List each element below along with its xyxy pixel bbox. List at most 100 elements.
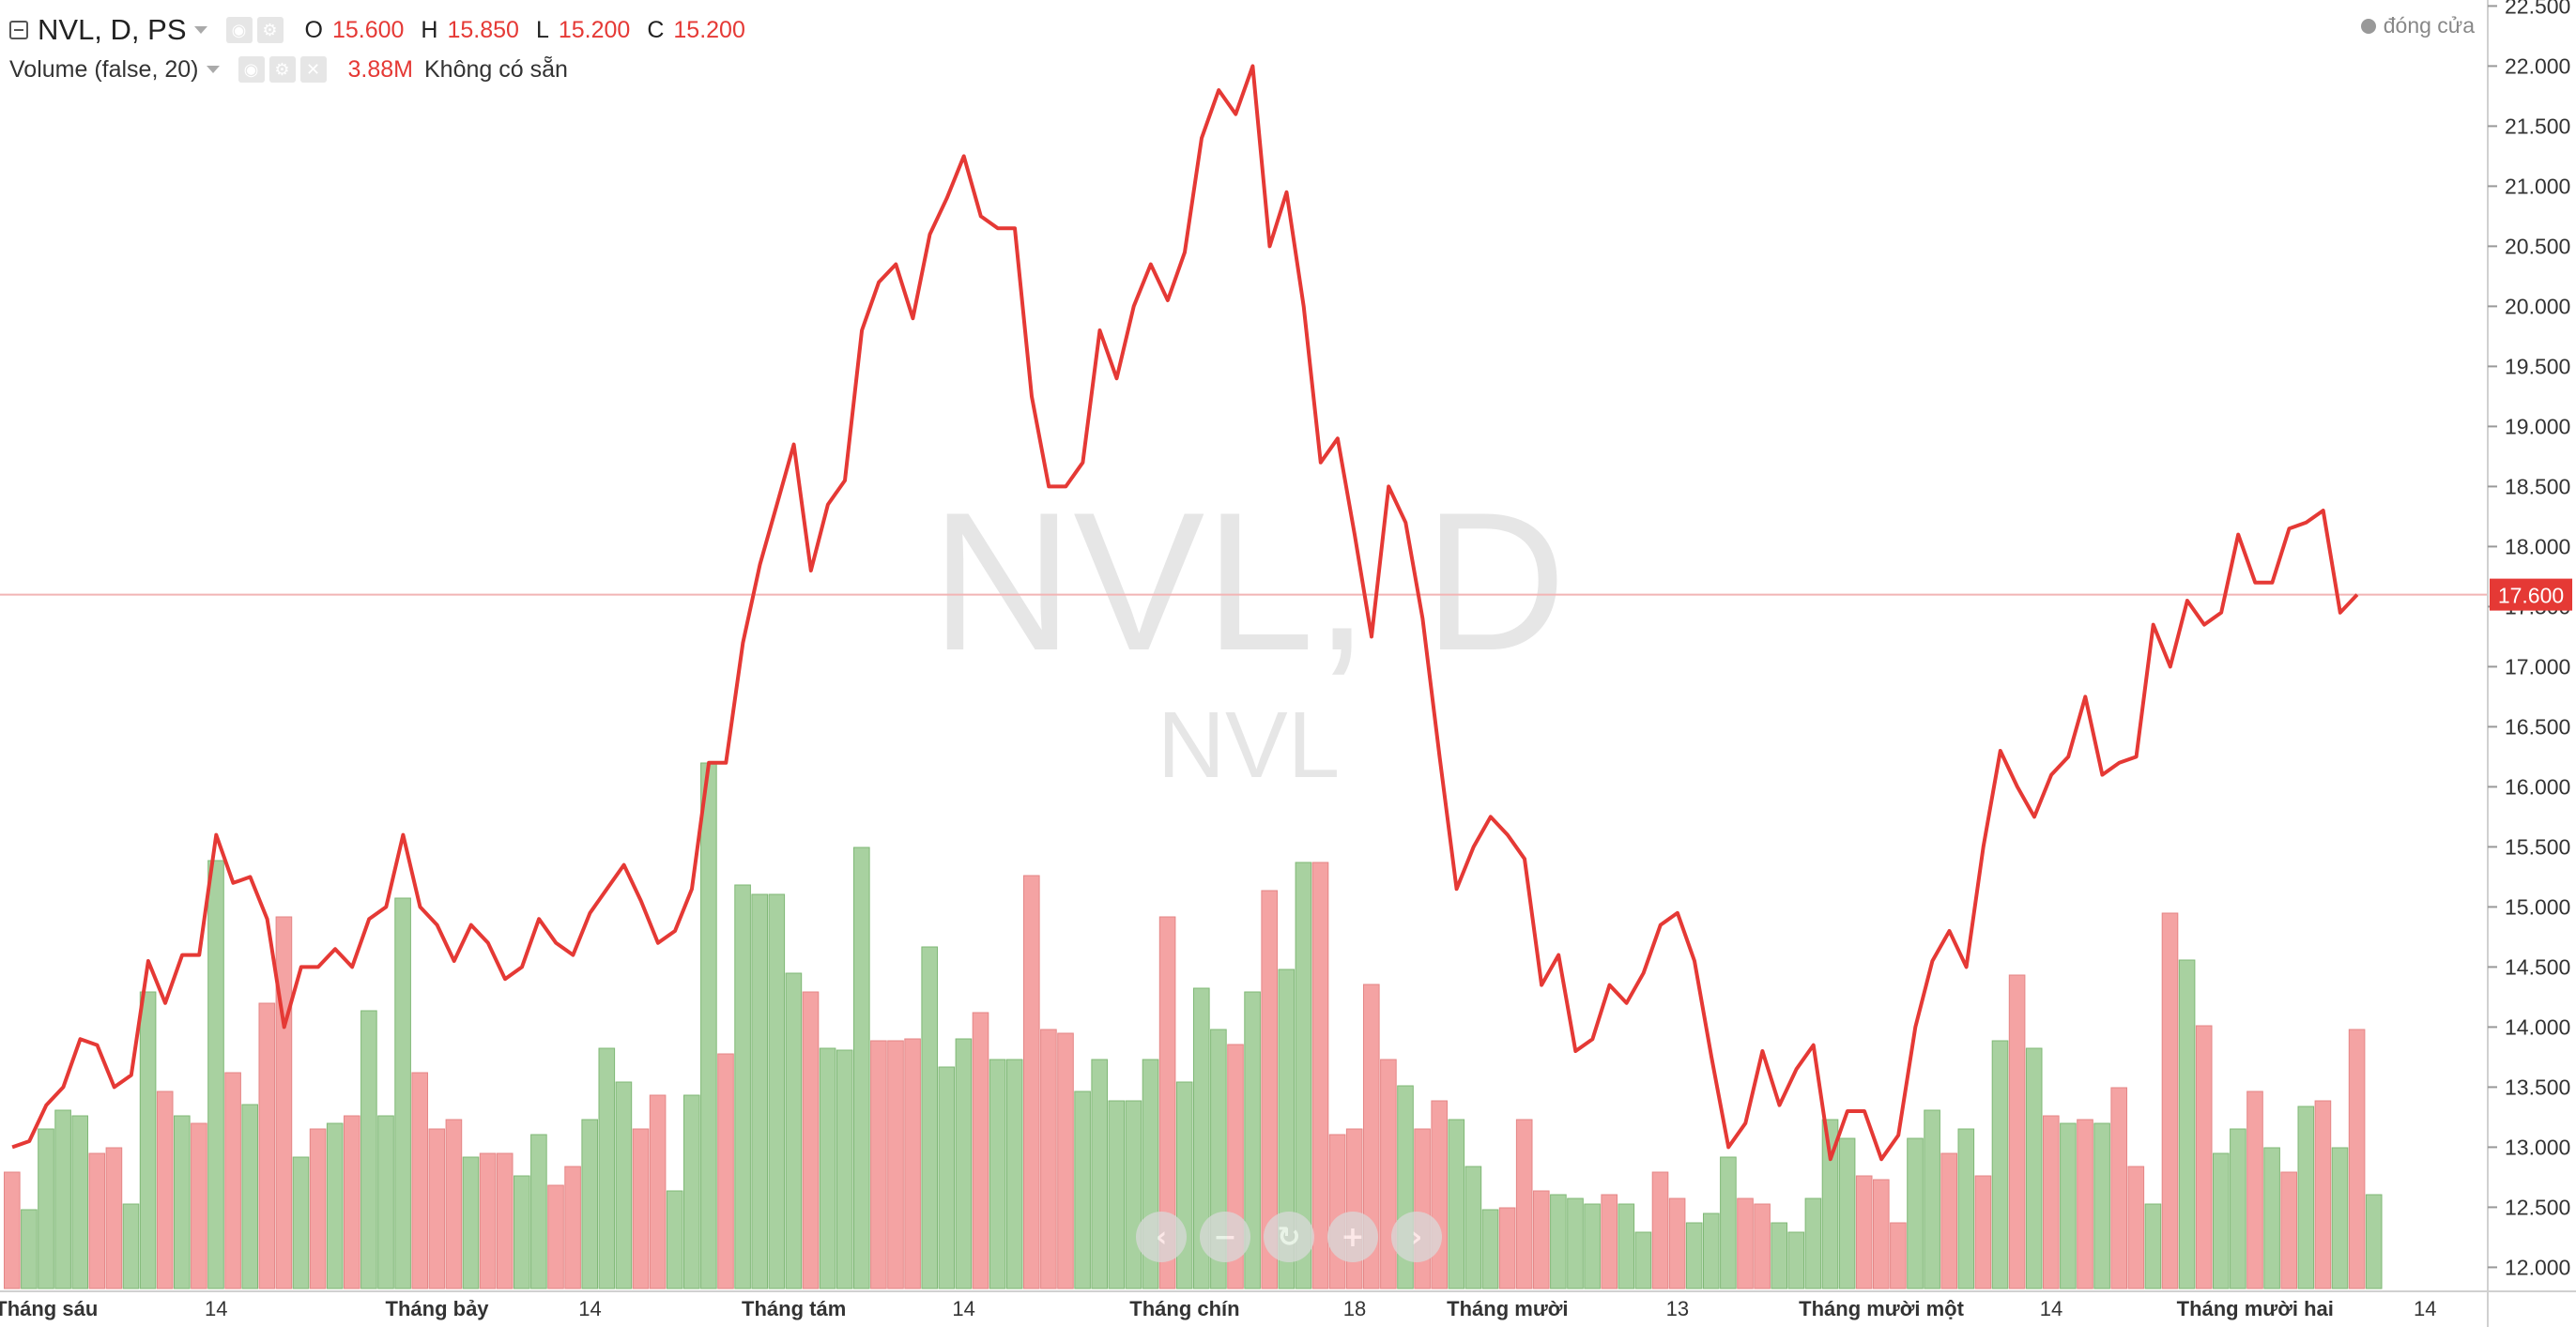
time-axis-ticks[interactable]: Tháng sáu 14 Tháng bảy 14 Tháng tám 14 Tháng c… bbox=[0, 1297, 2436, 1320]
volume-bar bbox=[1380, 1059, 1397, 1289]
volume-bar bbox=[1414, 1128, 1431, 1289]
price-series bbox=[11, 64, 2359, 1162]
chevron-left-icon[interactable]: ‹ bbox=[1136, 1212, 1187, 1262]
gear-icon[interactable]: ⚙ bbox=[268, 56, 296, 83]
eye-icon[interactable]: ◉ bbox=[238, 56, 265, 83]
time-tick-label: 14 bbox=[2040, 1297, 2062, 1320]
volume-bar bbox=[2127, 1166, 2145, 1289]
time-tick-label: Tháng sáu bbox=[0, 1297, 98, 1320]
chevron-right-icon[interactable]: › bbox=[1391, 1212, 1442, 1262]
volume-bar bbox=[1737, 1197, 1754, 1289]
chevron-down-icon[interactable] bbox=[193, 26, 207, 34]
volume-bar bbox=[4, 1171, 21, 1289]
eye-icon[interactable]: ◉ bbox=[225, 17, 253, 43]
volume-bar bbox=[1787, 1231, 1805, 1289]
volume-na: Không có sẵn bbox=[423, 55, 568, 83]
collapse-icon[interactable] bbox=[9, 21, 28, 39]
legend-symbol[interactable]: NVL, D, PS bbox=[38, 13, 187, 46]
volume-value: 3.88M bbox=[347, 55, 413, 83]
volume-bar bbox=[564, 1166, 581, 1289]
open-value: 15.600 bbox=[331, 16, 405, 43]
volume-bar bbox=[530, 1134, 547, 1289]
volume-bar bbox=[1634, 1231, 1652, 1289]
volume-bar bbox=[377, 1115, 394, 1289]
volume-bar bbox=[615, 1081, 633, 1289]
volume-bar bbox=[1481, 1209, 1499, 1289]
price-tick-label: 18.500 bbox=[2505, 474, 2570, 498]
volume-bar bbox=[1498, 1207, 1516, 1289]
chevron-down-icon[interactable] bbox=[206, 66, 220, 73]
last-price-badge-bg bbox=[2490, 578, 2572, 611]
watermark: NVL, D NVL bbox=[931, 471, 1567, 798]
volume-bar bbox=[683, 1094, 700, 1289]
volume-bar bbox=[1584, 1203, 1601, 1289]
price-axis-ticks[interactable]: 22.500 22.000 21.500 21.000 20.500 20.000 19.5… bbox=[2488, 0, 2570, 1279]
volume-bar bbox=[1261, 890, 1279, 1289]
volume-bar bbox=[1040, 1029, 1057, 1289]
minus-icon[interactable]: − bbox=[1200, 1212, 1250, 1262]
volume-bar bbox=[360, 1010, 377, 1289]
time-tick-label: 14 bbox=[578, 1297, 601, 1320]
volume-bar bbox=[139, 991, 157, 1289]
volume-bar bbox=[887, 1040, 904, 1289]
volume-bar bbox=[21, 1209, 38, 1289]
volume-name[interactable]: Volume (false, 20) bbox=[9, 55, 199, 83]
low-value: 15.200 bbox=[558, 16, 631, 43]
volume-bar bbox=[1278, 969, 1296, 1289]
volume-bar bbox=[751, 893, 769, 1289]
price-tick-label: 19.500 bbox=[2505, 354, 2570, 378]
time-tick-label: Tháng bảy bbox=[386, 1297, 490, 1320]
volume-bar bbox=[921, 946, 939, 1289]
volume-bar bbox=[496, 1152, 514, 1289]
volume-bar bbox=[734, 884, 751, 1289]
market-status: đóng cửa bbox=[2360, 13, 2475, 38]
volume-bar bbox=[1771, 1222, 1788, 1289]
volume-bar bbox=[1821, 1119, 1839, 1289]
volume-bar bbox=[2110, 1087, 2127, 1289]
volume-bar bbox=[224, 1072, 241, 1289]
volume-bar bbox=[122, 1203, 140, 1289]
volume-bar bbox=[2297, 1106, 2315, 1289]
volume-bar bbox=[71, 1115, 89, 1289]
volume-bar bbox=[581, 1119, 599, 1289]
volume-bar bbox=[2025, 1047, 2043, 1289]
volume-bar bbox=[1448, 1119, 1465, 1289]
volume-bar bbox=[870, 1040, 887, 1289]
volume-bar bbox=[768, 893, 786, 1289]
volume-bar bbox=[819, 1047, 836, 1289]
volume-bar bbox=[1685, 1222, 1703, 1289]
plus-icon[interactable]: + bbox=[1327, 1212, 1378, 1262]
time-tick-label: 14 bbox=[2414, 1297, 2436, 1320]
gear-icon[interactable]: ⚙ bbox=[256, 17, 284, 43]
volume-bar bbox=[1057, 1032, 1074, 1289]
time-tick-label: Tháng mười một bbox=[1799, 1297, 1964, 1320]
time-tick-label: Tháng chín bbox=[1129, 1297, 1239, 1320]
volume-bar bbox=[1431, 1100, 1449, 1289]
volume-bar bbox=[632, 1128, 650, 1289]
volume-bar bbox=[717, 1053, 734, 1289]
volume-legend: Volume (false, 20) ◉ ⚙ ✕ 3.88M Không có … bbox=[9, 53, 568, 86]
volume-bar bbox=[411, 1072, 428, 1289]
time-tick-label: 13 bbox=[1666, 1297, 1689, 1320]
volume-bar bbox=[2161, 912, 2179, 1289]
volume-bar bbox=[2077, 1119, 2093, 1289]
volume-bar bbox=[904, 1038, 921, 1289]
price-tick-label: 22.500 bbox=[2505, 0, 2570, 18]
volume-bar bbox=[1175, 1081, 1193, 1289]
volume-bar bbox=[1328, 1134, 1346, 1289]
price-tick-label: 21.000 bbox=[2505, 174, 2570, 198]
close-icon[interactable]: ✕ bbox=[299, 56, 327, 83]
reset-icon[interactable]: ↻ bbox=[1264, 1212, 1314, 1262]
time-tick-label: Tháng mười bbox=[1447, 1297, 1568, 1320]
volume-bar bbox=[2263, 1147, 2280, 1289]
volume-bar bbox=[105, 1147, 123, 1289]
volume-bar bbox=[1158, 916, 1176, 1289]
volume-bar bbox=[2195, 1025, 2213, 1289]
price-tick-label: 12.500 bbox=[2505, 1195, 2570, 1219]
volume-bar bbox=[1668, 1197, 1686, 1289]
price-tick-label: 20.000 bbox=[2505, 294, 2570, 318]
time-tick-label: Tháng tám bbox=[742, 1297, 846, 1320]
volume-bar bbox=[700, 762, 717, 1289]
